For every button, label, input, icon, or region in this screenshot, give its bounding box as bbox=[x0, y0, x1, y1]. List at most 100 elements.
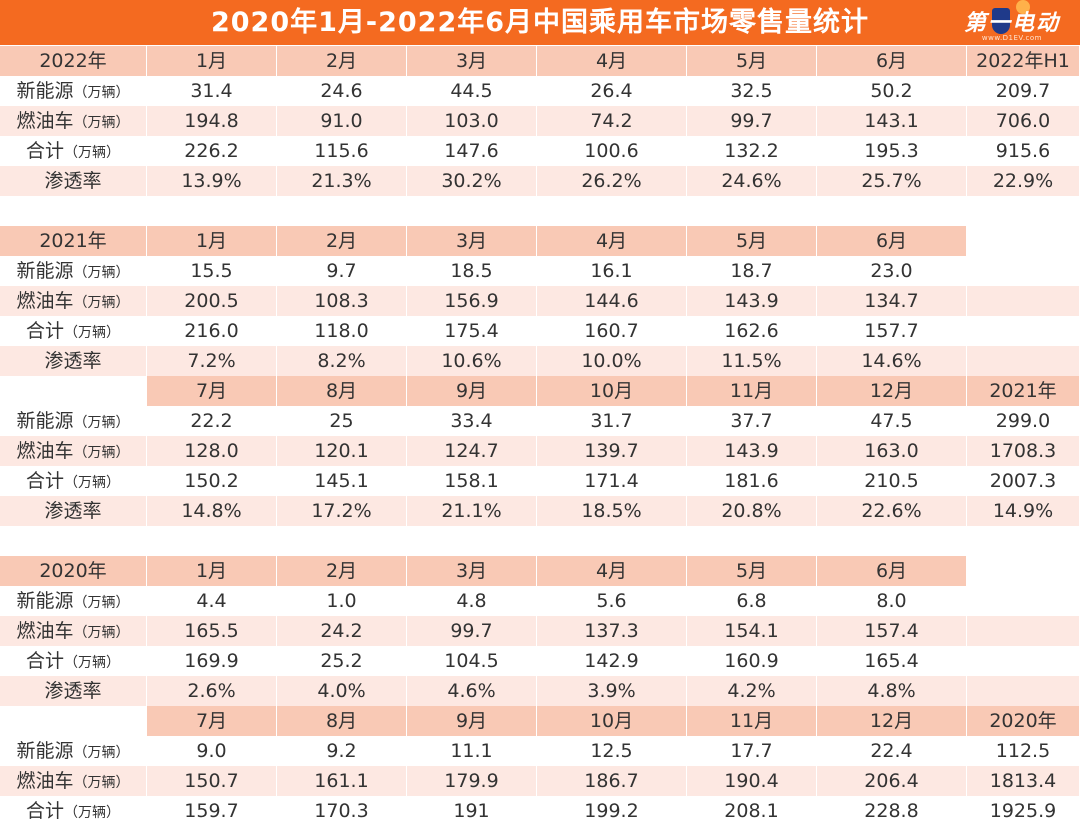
table-cell: 159.7 bbox=[147, 796, 277, 826]
table-cell: 16.1 bbox=[537, 256, 687, 286]
header-cell: 5月 bbox=[687, 226, 817, 256]
header-cell: 4月 bbox=[537, 226, 687, 256]
table-cell: 11.5% bbox=[687, 346, 817, 376]
table-cell: 10.6% bbox=[407, 346, 537, 376]
row-label-text: 燃油车 bbox=[16, 770, 74, 792]
header-cell: 9月 bbox=[407, 706, 537, 736]
table-cell: 37.7 bbox=[687, 406, 817, 436]
table-cell: 299.0 bbox=[967, 406, 1080, 436]
header-cell: 1月 bbox=[147, 226, 277, 256]
table-cell: 160.9 bbox=[687, 646, 817, 676]
table-cell: 162.6 bbox=[687, 316, 817, 346]
table-cell: 26.2% bbox=[537, 166, 687, 196]
table-row: 燃油车（万辆） 165.5 24.2 99.7 137.3 154.1 157.4 bbox=[0, 616, 1080, 646]
table-cell bbox=[967, 646, 1080, 676]
header-cell: 8月 bbox=[277, 376, 407, 406]
row-label: 渗透率 bbox=[0, 496, 147, 526]
header-cell: 9月 bbox=[407, 376, 537, 406]
header-cell bbox=[0, 376, 147, 406]
table-cell: 4.4 bbox=[147, 586, 277, 616]
row-label-text: 新能源 bbox=[16, 260, 74, 282]
table-cell bbox=[967, 286, 1080, 316]
table-cell: 8.2% bbox=[277, 346, 407, 376]
table-row: 燃油车（万辆） 150.7 161.1 179.9 186.7 190.4 206.4 181… bbox=[0, 766, 1080, 796]
table-cell: 179.9 bbox=[407, 766, 537, 796]
table-cell: 144.6 bbox=[537, 286, 687, 316]
table-cell: 165.4 bbox=[817, 646, 967, 676]
header-cell bbox=[967, 226, 1080, 256]
table-row: 新能源（万辆） 31.4 24.6 44.5 26.4 32.5 50.2 209.7 bbox=[0, 76, 1080, 106]
table-cell bbox=[967, 256, 1080, 286]
row-label: 新能源（万辆） bbox=[0, 736, 147, 766]
table-cell: 165.5 bbox=[147, 616, 277, 646]
table-cell: 112.5 bbox=[967, 736, 1080, 766]
logo-mascot-icon bbox=[992, 8, 1010, 34]
table-cell: 74.2 bbox=[537, 106, 687, 136]
table-cell bbox=[967, 586, 1080, 616]
row-unit: （万辆） bbox=[73, 445, 130, 461]
table-cell: 150.7 bbox=[147, 766, 277, 796]
row-label-text: 新能源 bbox=[16, 80, 74, 102]
table-cell: 171.4 bbox=[537, 466, 687, 496]
table-cell: 157.7 bbox=[817, 316, 967, 346]
table-cell: 163.0 bbox=[817, 436, 967, 466]
row-unit: （万辆） bbox=[73, 295, 130, 311]
row-label: 燃油车（万辆） bbox=[0, 616, 147, 646]
table-cell: 100.6 bbox=[537, 136, 687, 166]
table-cell: 1708.3 bbox=[967, 436, 1080, 466]
row-label: 合计（万辆） bbox=[0, 136, 147, 166]
table-cell bbox=[967, 346, 1080, 376]
table-cell: 8.0 bbox=[817, 586, 967, 616]
table-row: 渗透率 13.9% 21.3% 30.2% 26.2% 24.6% 25.7% 22.9% bbox=[0, 166, 1080, 196]
table-cell: 31.7 bbox=[537, 406, 687, 436]
table-cell: 4.6% bbox=[407, 676, 537, 706]
row-label: 燃油车（万辆） bbox=[0, 436, 147, 466]
table-cell: 186.7 bbox=[537, 766, 687, 796]
row-label: 渗透率 bbox=[0, 346, 147, 376]
header-cell: 4月 bbox=[537, 46, 687, 76]
table-cell: 128.0 bbox=[147, 436, 277, 466]
row-unit: （万辆） bbox=[64, 145, 120, 161]
table-cell: 226.2 bbox=[147, 136, 277, 166]
table-cell: 143.9 bbox=[687, 436, 817, 466]
header-cell: 11月 bbox=[687, 376, 817, 406]
header-cell: 2月 bbox=[277, 226, 407, 256]
table-cell: 24.6% bbox=[687, 166, 817, 196]
table-cell: 137.3 bbox=[537, 616, 687, 646]
table-cell: 1925.9 bbox=[967, 796, 1080, 826]
row-label-text: 燃油车 bbox=[16, 290, 74, 312]
row-label-text: 渗透率 bbox=[44, 500, 102, 522]
row-label-text: 合计 bbox=[25, 650, 64, 672]
header-row: 7月 8月 9月 10月 11月 12月 2020年 bbox=[0, 706, 1080, 736]
header-cell: 4月 bbox=[537, 556, 687, 586]
table-cell: 17.7 bbox=[687, 736, 817, 766]
table-row: 燃油车（万辆） 128.0 120.1 124.7 139.7 143.9 163.0 170… bbox=[0, 436, 1080, 466]
table-cell: 7.2% bbox=[147, 346, 277, 376]
table-cell: 31.4 bbox=[147, 76, 277, 106]
table-cell: 104.5 bbox=[407, 646, 537, 676]
header-cell: 5月 bbox=[687, 46, 817, 76]
table-cell: 22.4 bbox=[817, 736, 967, 766]
table-cell: 32.5 bbox=[687, 76, 817, 106]
table-cell: 33.4 bbox=[407, 406, 537, 436]
row-label: 新能源（万辆） bbox=[0, 256, 147, 286]
table-cell: 157.4 bbox=[817, 616, 967, 646]
table-cell: 2007.3 bbox=[967, 466, 1080, 496]
table-cell: 25 bbox=[277, 406, 407, 436]
table-cell: 24.6 bbox=[277, 76, 407, 106]
row-label: 渗透率 bbox=[0, 166, 147, 196]
table-cell: 10.0% bbox=[537, 346, 687, 376]
table-row: 新能源（万辆） 15.5 9.7 18.5 16.1 18.7 23.0 bbox=[0, 256, 1080, 286]
header-row: 2021年 1月 2月 3月 4月 5月 6月 bbox=[0, 226, 1080, 256]
table-cell: 150.2 bbox=[147, 466, 277, 496]
table-cell: 706.0 bbox=[967, 106, 1080, 136]
header-cell: 2月 bbox=[277, 556, 407, 586]
table-cell: 9.7 bbox=[277, 256, 407, 286]
header-cell: 6月 bbox=[817, 46, 967, 76]
row-label: 燃油车（万辆） bbox=[0, 286, 147, 316]
table-cell: 18.5 bbox=[407, 256, 537, 286]
table-cell: 154.1 bbox=[687, 616, 817, 646]
table-cell: 44.5 bbox=[407, 76, 537, 106]
table-cell: 175.4 bbox=[407, 316, 537, 346]
table-cell: 25.2 bbox=[277, 646, 407, 676]
